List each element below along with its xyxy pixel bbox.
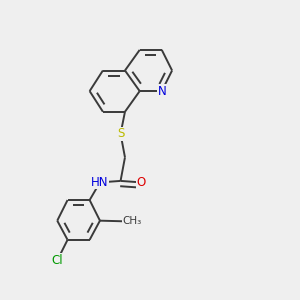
Text: S: S xyxy=(117,127,124,140)
Text: HN: HN xyxy=(91,176,109,189)
Text: CH₃: CH₃ xyxy=(122,216,141,226)
Text: O: O xyxy=(136,176,146,189)
Text: Cl: Cl xyxy=(51,254,63,267)
Text: N: N xyxy=(158,85,166,98)
